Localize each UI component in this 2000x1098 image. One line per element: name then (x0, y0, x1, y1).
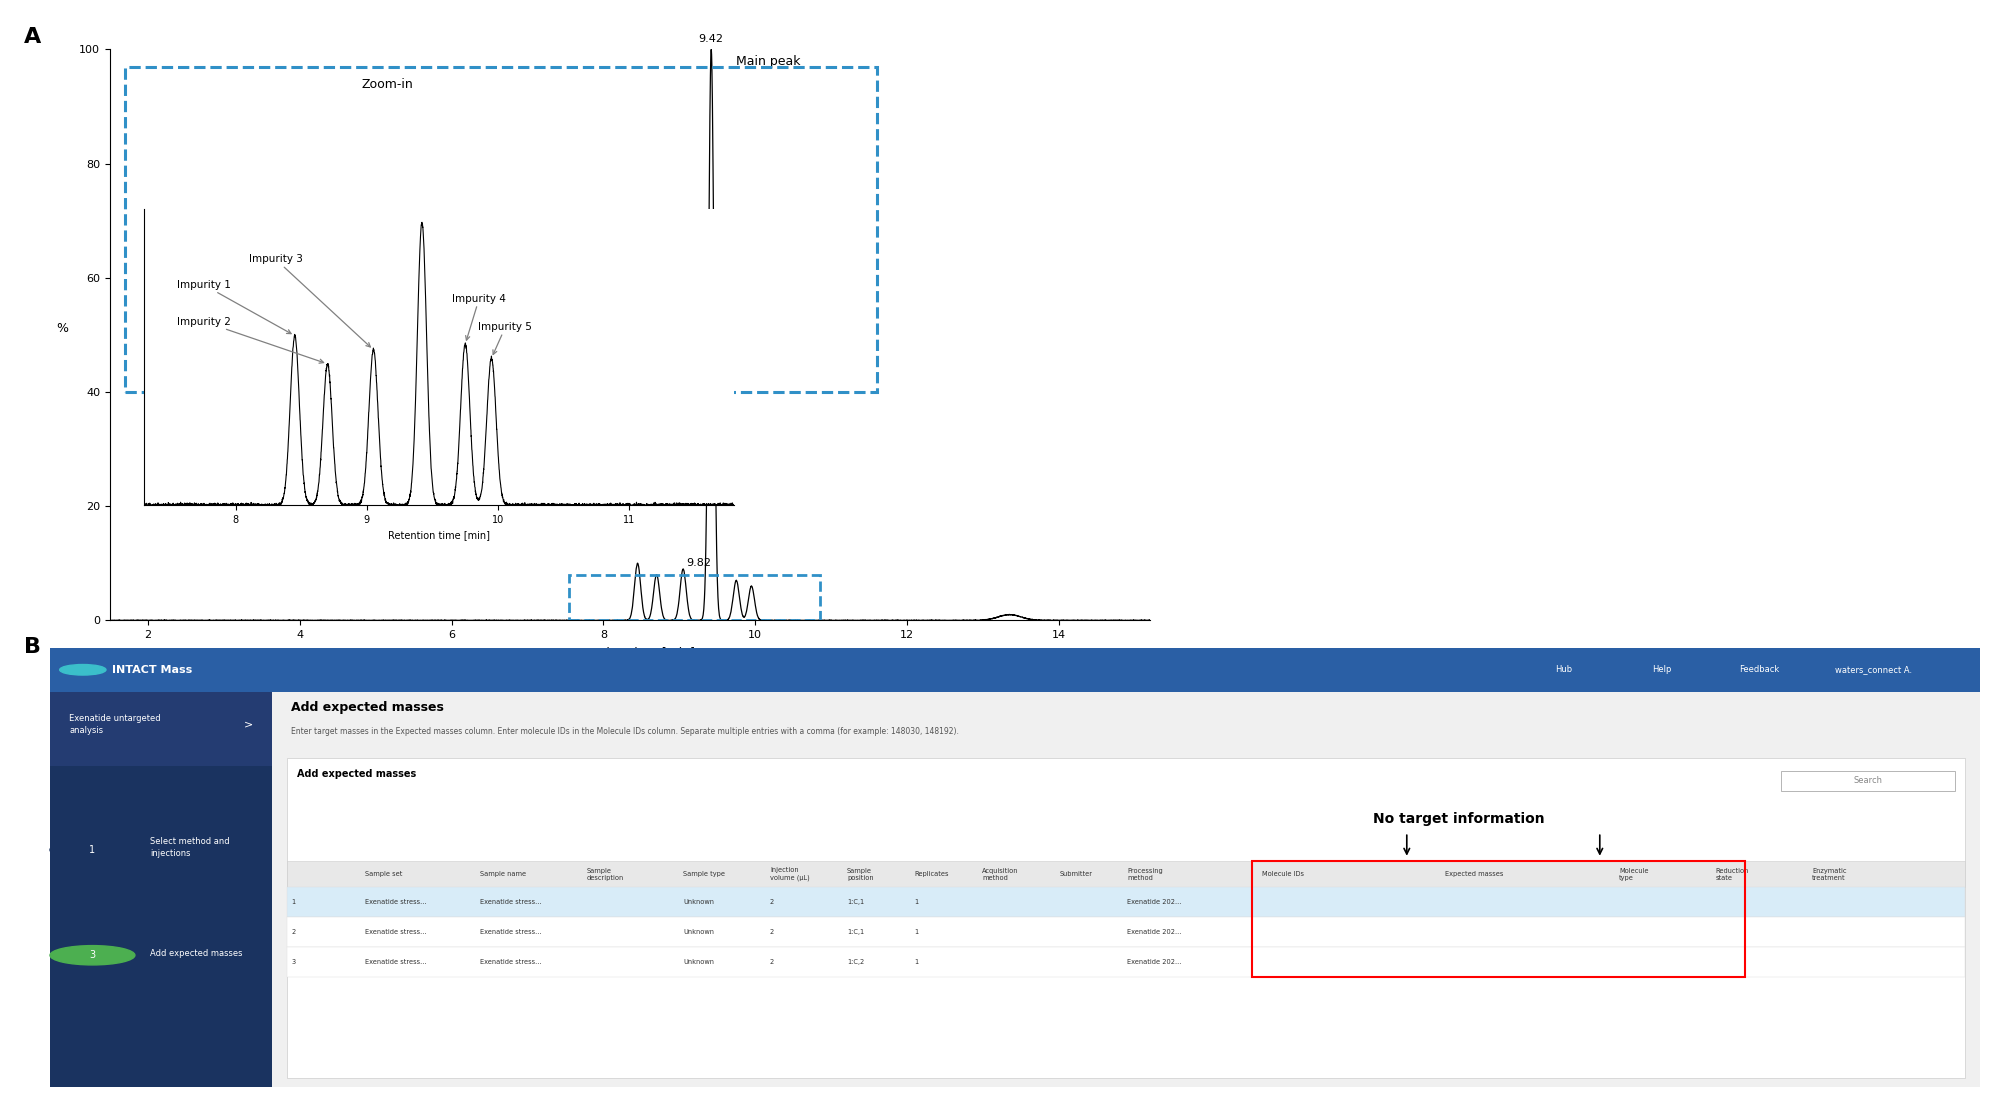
Text: Help: Help (1652, 665, 1672, 674)
Text: 1:C,2: 1:C,2 (848, 959, 864, 965)
Text: Exenatide stress...: Exenatide stress... (364, 929, 426, 935)
Text: Unknown: Unknown (684, 929, 714, 935)
Bar (570, 574, 820, 620)
Text: 3: 3 (90, 950, 96, 961)
Text: Unknown: Unknown (684, 959, 714, 965)
Text: B: B (24, 637, 40, 657)
Text: Replicates: Replicates (914, 871, 950, 877)
Text: Molecule IDs: Molecule IDs (1262, 871, 1304, 877)
Text: 1: 1 (292, 899, 296, 905)
Text: Processing
method: Processing method (1126, 867, 1162, 881)
Text: Exenatide untargeted
analysis: Exenatide untargeted analysis (70, 714, 160, 736)
Text: Exenatide stress...: Exenatide stress... (480, 959, 542, 965)
Text: No target information: No target information (1374, 813, 1544, 826)
Text: 1: 1 (914, 929, 918, 935)
Text: Impurity 2: Impurity 2 (176, 316, 324, 363)
Circle shape (50, 945, 134, 965)
X-axis label: Retention time [min]: Retention time [min] (566, 646, 696, 659)
Text: >: > (244, 719, 252, 730)
Bar (1782, 771, 1954, 791)
Text: 2: 2 (770, 959, 774, 965)
Text: Exenatide stress...: Exenatide stress... (480, 929, 542, 935)
Text: 1:C,1: 1:C,1 (848, 899, 864, 905)
Text: Add expected masses: Add expected masses (292, 701, 444, 714)
Text: Impurity 1: Impurity 1 (176, 280, 292, 334)
X-axis label: Retention time [min]: Retention time [min] (388, 530, 490, 540)
Text: Exenatide stress...: Exenatide stress... (480, 899, 542, 905)
Bar (272, 692, 1980, 1087)
Text: 2: 2 (292, 929, 296, 935)
Text: Acquisition
method: Acquisition method (982, 867, 1018, 881)
Text: 2: 2 (770, 899, 774, 905)
Text: 9.42: 9.42 (698, 34, 724, 44)
Text: Molecule
type: Molecule type (1620, 867, 1648, 881)
Y-axis label: %: % (56, 322, 68, 335)
Bar (50, 648, 1980, 692)
Text: Enzymatic
treatment: Enzymatic treatment (1812, 867, 1846, 881)
Text: Submitter: Submitter (1060, 871, 1092, 877)
Bar (288, 946, 1964, 977)
Text: Search: Search (1854, 776, 1882, 785)
Bar (1252, 861, 1744, 977)
Circle shape (60, 664, 106, 675)
Text: Sample name: Sample name (480, 871, 526, 877)
Text: Unknown: Unknown (684, 899, 714, 905)
Text: Exenatide 202...: Exenatide 202... (1126, 929, 1182, 935)
Text: Injection
volume (µL): Injection volume (µL) (770, 867, 810, 881)
Text: 1: 1 (914, 899, 918, 905)
Text: 9.82: 9.82 (686, 558, 710, 568)
Bar (288, 917, 1964, 946)
Text: Sample
description: Sample description (586, 867, 624, 881)
Bar (288, 758, 1964, 1078)
Text: Enter target masses in the Expected masses column. Enter molecule IDs in the Mol: Enter target masses in the Expected mass… (292, 727, 960, 736)
Text: Exenatide 202...: Exenatide 202... (1126, 899, 1182, 905)
Text: Exenatide stress...: Exenatide stress... (364, 959, 426, 965)
Text: Exenatide stress...: Exenatide stress... (364, 899, 426, 905)
Text: Impurity 4: Impurity 4 (452, 294, 506, 340)
Text: A: A (24, 27, 42, 47)
Text: Hub: Hub (1556, 665, 1572, 674)
Text: Impurity 3: Impurity 3 (248, 255, 370, 347)
Text: Zoom-in: Zoom-in (362, 78, 412, 91)
Text: waters_connect A.: waters_connect A. (1836, 665, 1912, 674)
Text: 1: 1 (90, 844, 96, 855)
Text: Expected masses: Expected masses (1446, 871, 1504, 877)
Bar (126, 67, 876, 392)
Text: Exenatide 202...: Exenatide 202... (1126, 959, 1182, 965)
Text: Add expected masses: Add expected masses (150, 949, 242, 957)
Text: Feedback: Feedback (1738, 665, 1780, 674)
Circle shape (50, 840, 134, 860)
Bar (50, 692, 272, 766)
Text: Select method and
injections: Select method and injections (150, 837, 230, 859)
Text: Impurity 5: Impurity 5 (478, 322, 532, 355)
Text: INTACT Mass: INTACT Mass (112, 664, 192, 675)
Text: Main peak: Main peak (736, 55, 800, 68)
Text: Sample type: Sample type (684, 871, 726, 877)
Bar (50, 692, 272, 1087)
Bar (288, 861, 1964, 887)
Text: 3: 3 (292, 959, 296, 965)
Text: 1: 1 (914, 959, 918, 965)
Bar (288, 887, 1964, 917)
Text: 2: 2 (770, 929, 774, 935)
Text: Reduction
state: Reduction state (1716, 867, 1748, 881)
Text: 1:C,1: 1:C,1 (848, 929, 864, 935)
Text: Sample set: Sample set (364, 871, 402, 877)
Text: Sample
position: Sample position (848, 867, 874, 881)
Text: Add expected masses: Add expected masses (298, 769, 416, 778)
